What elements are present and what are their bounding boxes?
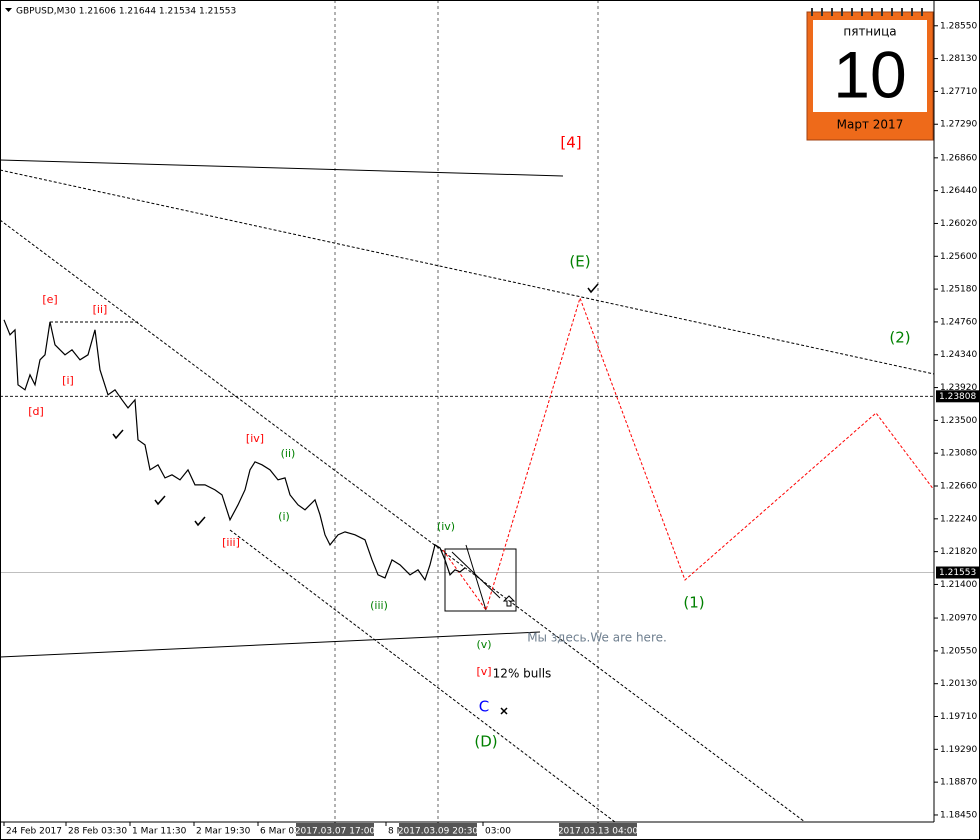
- y-tick-label: 1.20970: [940, 614, 977, 624]
- day: 10: [833, 37, 906, 111]
- y-tick-label: 1.28130: [940, 54, 977, 64]
- calendar: пятница 10 Март 2017: [806, 8, 934, 141]
- price-tag-label: 1.23808: [939, 392, 976, 402]
- arrow-icon: [502, 595, 516, 607]
- x-tick-label: 8 M: [388, 827, 404, 837]
- y-tick-label: 1.25180: [940, 285, 977, 295]
- x-tick-label: 2017.03.07 17:00: [295, 827, 376, 837]
- wave-label: [v]: [476, 665, 491, 678]
- y-tick-label: 1.23500: [940, 416, 977, 426]
- y-tick-label: 1.27290: [940, 120, 977, 130]
- price-line: [3, 319, 466, 582]
- binder-rings: [811, 8, 923, 16]
- wave-label: [i]: [62, 374, 74, 387]
- drawings: [0, 159, 935, 823]
- wave-label: Мы здесь.We are here.: [527, 631, 667, 645]
- price-tag: [936, 566, 980, 579]
- wave-label: (2): [889, 329, 910, 347]
- y-tick-label: 1.26440: [940, 186, 977, 196]
- wave-label: (iv): [437, 520, 455, 533]
- x-tick-highlight: [296, 823, 374, 836]
- wave-label: [ii]: [93, 303, 108, 316]
- calendar-page: [813, 20, 927, 112]
- wave-label: [e]: [42, 293, 57, 306]
- y-tick-label: 1.23080: [940, 449, 977, 459]
- wave-label: (D): [474, 733, 497, 751]
- y-tick-label: 1.27710: [940, 87, 977, 97]
- price-tag-label: 1.21553: [939, 568, 976, 578]
- focus-box: [444, 548, 517, 612]
- y-tick-label: 1.20130: [940, 679, 977, 689]
- wave-label: (i): [278, 510, 290, 523]
- y-tick-label: 1.28550: [940, 21, 977, 31]
- trend-line: [465, 544, 487, 611]
- y-tick-label: 1.19290: [940, 745, 977, 755]
- trend-line: [0, 159, 564, 177]
- y-tick-label: 1.18870: [940, 778, 977, 788]
- wave-label: 12% bulls: [493, 667, 552, 681]
- grid: [0, 0, 934, 822]
- plot: [e] [ii] [i] [d] [iv] (ii) (i) [iii] (iii) (iv) (v…: [3, 134, 911, 751]
- trend-line: [451, 551, 501, 599]
- wave-label: (v): [476, 638, 491, 651]
- wave-label: (1): [683, 594, 704, 612]
- wave-label: [4]: [560, 134, 581, 152]
- y-tick-label: 1.20550: [940, 646, 977, 656]
- y-tick-label: 1.25600: [940, 252, 977, 262]
- x-tick-highlight: [559, 823, 637, 836]
- chart-title: GBPUSD,M30 1.21606 1.21644 1.21534 1.215…: [16, 7, 236, 17]
- x-tick-label: 2 Mar 19:30: [196, 827, 251, 837]
- month: Март 2017: [837, 118, 904, 132]
- wave-label: [d]: [28, 405, 44, 418]
- y-tick-label: 1.22660: [940, 482, 977, 492]
- price-tag: [936, 390, 980, 403]
- trend-line: [229, 529, 616, 823]
- projection-path: [442, 296, 935, 612]
- wave-label: (E): [569, 253, 590, 271]
- x-tick-label: 28 Feb 03:30: [68, 827, 127, 837]
- x-tick-highlight: [399, 823, 477, 836]
- x-tick-label: 2017.03.09 20:30: [398, 827, 479, 837]
- menu-arrow: [5, 8, 12, 12]
- x-tick-label: 6 Mar 03: [260, 827, 300, 837]
- trend-line: [0, 169, 935, 375]
- x-tick-label: 24 Feb 2017: [6, 827, 62, 837]
- x-tick-label: 03:00: [485, 827, 511, 837]
- y-tick-label: 1.26020: [940, 219, 977, 229]
- wave-label: [iv]: [246, 432, 264, 445]
- y-tick-label: 1.23920: [940, 383, 977, 393]
- y-tick-label: 1.18450: [940, 810, 977, 820]
- weekday: пятница: [843, 25, 896, 39]
- wave-label: (ii): [281, 447, 296, 460]
- check-marks: [112, 283, 599, 527]
- wave-label: [iii]: [222, 536, 240, 549]
- cross-mark: [500, 707, 508, 715]
- y-tick-label: 1.22240: [940, 514, 977, 524]
- wave-label: (iii): [370, 599, 388, 612]
- y-tick-label: 1.26860: [940, 153, 977, 163]
- y-tick-label: 1.19710: [940, 712, 977, 722]
- y-tick-label: 1.21400: [940, 580, 977, 590]
- wave-label: C: [479, 698, 489, 716]
- x-tick-label: 2017.03.13 04:00: [558, 827, 639, 837]
- trend-line: [0, 631, 541, 658]
- x-tick-label: 1 Mar 11:30: [132, 827, 187, 837]
- y-tick-label: 1.24760: [940, 317, 977, 327]
- y-tick-label: 1.21820: [940, 547, 977, 557]
- trend-line: [0, 219, 806, 823]
- y-tick-label: 1.24340: [940, 350, 977, 360]
